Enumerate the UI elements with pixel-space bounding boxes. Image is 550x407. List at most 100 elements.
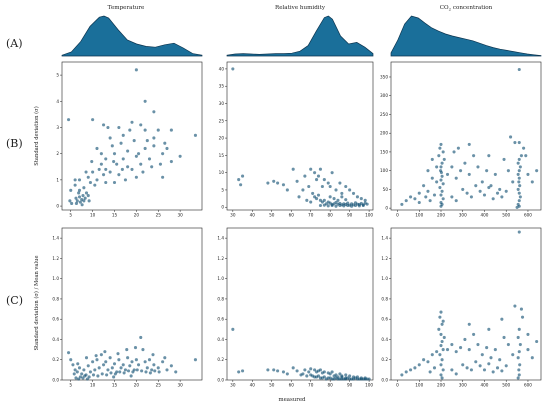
data-point-C-rh-65 — [336, 375, 340, 379]
data-point-C-temp-78 — [163, 356, 167, 360]
data-point-C-temp-66 — [148, 371, 152, 375]
data-point-C-temp-10 — [88, 370, 92, 374]
data-point-B-rh-79 — [297, 195, 301, 199]
data-point-C-co2-35 — [426, 360, 430, 364]
data-point-B-rh-76 — [340, 195, 344, 199]
data-point-B-temp-25 — [104, 157, 108, 161]
data-point-B-rh-2 — [241, 174, 245, 178]
data-point-C-rh-11 — [307, 370, 311, 374]
data-point-B-co2-16 — [441, 197, 445, 201]
data-point-B-temp-80 — [120, 167, 124, 171]
data-point-B-temp-84 — [137, 152, 141, 156]
x-axis-title: measured — [279, 397, 307, 403]
data-point-B-co2-20 — [517, 141, 521, 145]
data-point-B-rh-29 — [355, 195, 359, 199]
data-point-B-co2-60 — [502, 157, 506, 161]
data-point-B-co2-69 — [474, 184, 478, 188]
y-tick-label-C-rh-1.2: 1.2 — [217, 256, 224, 261]
y-tick-label-C-temp-1: 1.0 — [52, 276, 59, 281]
data-point-C-rh-63 — [309, 373, 313, 377]
plot-frame-B-rh — [226, 61, 374, 211]
x-tick-label-C-rh-90: 90 — [347, 383, 353, 388]
data-point-B-temp-70 — [69, 188, 73, 192]
data-point-C-co2-13 — [441, 348, 445, 352]
column-title-relative-humidity: Relative humidity — [275, 5, 326, 11]
data-point-B-co2-50 — [459, 169, 463, 173]
y-tick-label-B-temp-1: 1 — [56, 177, 59, 182]
data-point-B-co2-53 — [472, 154, 476, 158]
x-tick-label-C-co2-500: 500 — [502, 383, 510, 388]
data-point-B-rh-74 — [332, 197, 336, 201]
data-point-C-co2-36 — [430, 353, 434, 357]
x-tick-label-C-temp-5: 5 — [69, 383, 72, 388]
data-point-C-rh-26 — [348, 374, 352, 378]
data-point-C-co2-24 — [516, 356, 520, 360]
data-point-B-rh-11 — [303, 174, 307, 178]
data-point-C-temp-53 — [91, 373, 96, 377]
data-point-C-rh-21 — [330, 370, 334, 374]
x-tick-label-B-rh-60: 60 — [289, 213, 295, 218]
y-tick-label-C-co2-1.4: 1.4 — [381, 236, 388, 241]
data-point-B-co2-19 — [439, 204, 443, 208]
x-tick-label-B-co2-100: 100 — [415, 213, 423, 218]
data-point-B-co2-28 — [517, 176, 521, 180]
data-point-B-rh-21 — [328, 184, 332, 189]
x-tick-label-B-rh-80: 80 — [328, 213, 334, 218]
y-tick-label-C-temp-0: 0.0 — [52, 378, 59, 383]
data-point-B-rh-67 — [342, 204, 346, 208]
data-point-C-temp-40 — [156, 366, 160, 370]
data-point-B-temp-71 — [68, 199, 72, 203]
x-tick-label-C-co2-100: 100 — [415, 383, 423, 388]
data-point-C-rh-3 — [266, 368, 270, 372]
panel-A-rh — [226, 15, 374, 57]
data-point-B-rh-72 — [361, 203, 365, 208]
data-point-B-rh-73 — [328, 195, 332, 199]
data-point-C-rh-37 — [322, 375, 326, 379]
data-point-B-co2-88 — [467, 142, 471, 146]
data-point-B-co2-87 — [456, 146, 460, 150]
data-point-B-temp-57 — [74, 196, 78, 200]
data-point-B-temp-11 — [193, 133, 197, 137]
data-point-B-temp-2 — [91, 118, 95, 122]
data-point-B-temp-37 — [84, 170, 88, 174]
data-point-C-temp-5 — [77, 366, 82, 370]
data-point-B-temp-6 — [130, 120, 134, 124]
data-point-B-co2-2 — [438, 146, 442, 150]
data-point-C-temp-65 — [144, 370, 148, 374]
data-point-C-co2-32 — [413, 366, 417, 370]
data-point-B-temp-14 — [121, 133, 125, 137]
data-point-C-temp-29 — [130, 360, 134, 364]
data-point-C-temp-44 — [174, 370, 178, 374]
data-point-B-temp-15 — [106, 125, 110, 130]
data-point-B-temp-22 — [161, 152, 165, 156]
data-point-C-co2-62 — [482, 368, 487, 372]
data-point-B-co2-44 — [426, 189, 430, 193]
data-point-C-temp-19 — [108, 356, 112, 360]
data-point-B-rh-68 — [346, 203, 350, 208]
data-point-C-temp-6 — [80, 372, 84, 376]
data-point-B-co2-82 — [454, 199, 458, 203]
x-tick-label-C-co2-300: 300 — [459, 383, 467, 388]
data-point-B-co2-11 — [439, 178, 443, 182]
y-tick-label-B-rh-35: 35 — [219, 84, 225, 89]
data-point-B-temp-67 — [86, 194, 90, 198]
data-point-B-rh-13 — [309, 167, 313, 171]
x-tick-label-B-temp-15: 15 — [112, 213, 118, 218]
data-point-B-temp-49 — [73, 183, 77, 187]
data-point-C-temp-13 — [95, 358, 99, 362]
x-tick-label-C-temp-30: 30 — [177, 383, 183, 388]
data-point-B-temp-82 — [145, 139, 149, 143]
y-tick-label-C-co2-1: 1.0 — [381, 276, 388, 281]
data-point-C-co2-28 — [516, 376, 520, 380]
data-point-B-temp-23 — [165, 146, 169, 150]
x-tick-label-C-temp-25: 25 — [156, 383, 162, 388]
y-tick-label-C-temp-0.6: 0.6 — [52, 317, 59, 322]
y-tick-label-B-co2-200: 200 — [380, 131, 388, 136]
data-point-C-temp-9 — [86, 364, 90, 368]
data-point-B-co2-12 — [441, 182, 445, 186]
data-point-C-temp-60 — [122, 371, 126, 375]
data-point-B-co2-5 — [442, 157, 446, 161]
data-point-C-temp-68 — [157, 370, 161, 374]
y-tick-label-C-temp-0.4: 0.4 — [52, 337, 59, 342]
x-tick-label-B-rh-70: 70 — [308, 213, 314, 218]
